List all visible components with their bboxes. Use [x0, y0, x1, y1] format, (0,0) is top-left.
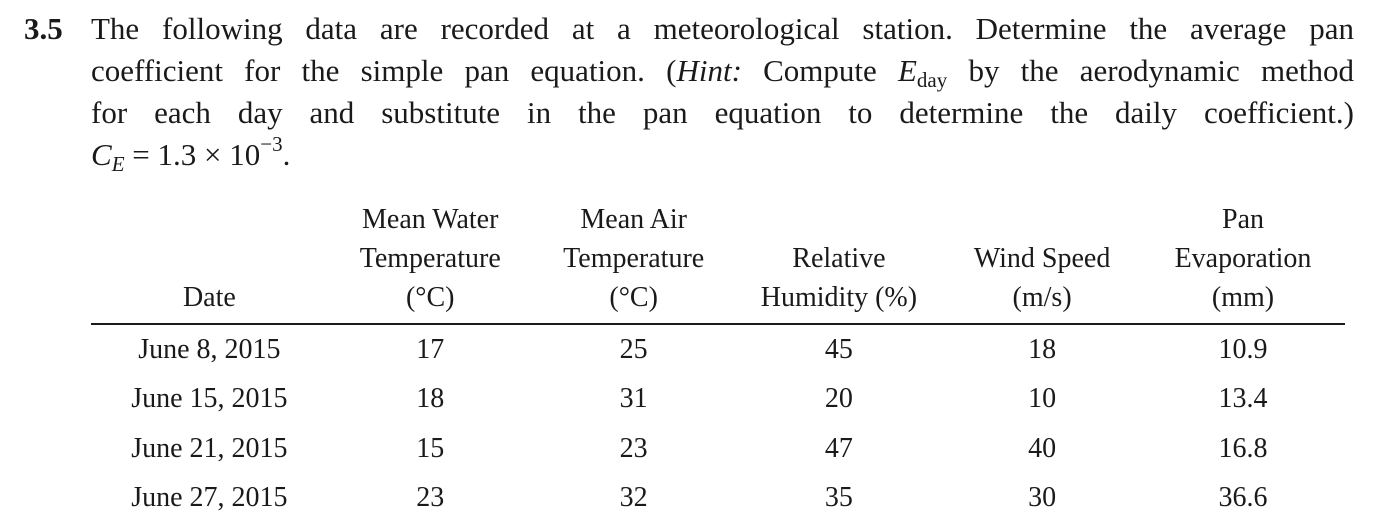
- ce-subscript: E: [111, 152, 125, 176]
- cell-wind-speed: 10: [1028, 383, 1057, 415]
- cell-pan-evaporation: 36.6: [1218, 482, 1268, 514]
- header-humidity: Relative Humidity (%): [734, 200, 944, 325]
- hint-label: Hint:: [676, 53, 742, 88]
- problem-number: 3.5: [24, 11, 63, 46]
- table-row: June 8, 2015 17 25 45 18 10.9: [91, 324, 1345, 375]
- cell-date: June 8, 2015: [138, 333, 281, 365]
- header-wind-speed: Wind Speed (m/s): [943, 200, 1141, 325]
- ce-value: = 1.3 × 10: [124, 137, 261, 172]
- ce-equation: CE = 1.3 × 10−3.: [91, 132, 291, 176]
- cell-air-temp: 32: [619, 482, 648, 514]
- table-row: June 15, 2015 18 31 20 10 13.4: [91, 375, 1345, 425]
- problem-line-2: coefficient for the simple pan equation.…: [91, 53, 1354, 92]
- cell-wind-speed: 40: [1028, 432, 1057, 464]
- meteorological-data-table: Date Mean Water Temperature (°C) Mean Air T…: [91, 200, 1345, 523]
- cell-air-temp: 25: [619, 333, 648, 365]
- cell-humidity: 35: [824, 482, 853, 514]
- problem-statement: 3.5 The following data are recorded at a…: [24, 8, 1354, 176]
- cell-humidity: 47: [824, 432, 853, 464]
- cell-air-temp: 31: [619, 383, 648, 415]
- header-water-temp: Mean Water Temperature (°C): [327, 200, 533, 325]
- problem-text: The following data are recorded at a met…: [91, 8, 1354, 176]
- header-date: Date: [91, 200, 328, 325]
- ce-symbol: C: [91, 137, 112, 172]
- cell-pan-evaporation: 16.8: [1218, 432, 1268, 464]
- cell-wind-speed: 30: [1028, 482, 1057, 514]
- cell-pan-evaporation: 10.9: [1218, 333, 1268, 365]
- cell-water-temp: 15: [416, 432, 445, 464]
- header-pan-evaporation: Pan Evaporation (mm): [1141, 200, 1345, 325]
- cell-humidity: 20: [824, 383, 853, 415]
- cell-humidity: 45: [824, 333, 853, 365]
- cell-date: June 21, 2015: [131, 432, 288, 464]
- cell-date: June 15, 2015: [131, 383, 288, 415]
- cell-date: June 27, 2015: [131, 482, 288, 514]
- cell-pan-evaporation: 13.4: [1218, 383, 1268, 415]
- cell-water-temp: 17: [416, 333, 445, 365]
- cell-air-temp: 23: [619, 432, 648, 464]
- ce-exponent: −3: [260, 132, 283, 156]
- header-air-temp: Mean Air Temperature (°C): [532, 200, 735, 325]
- cell-water-temp: 18: [416, 383, 445, 415]
- table-header-row: Date Mean Water Temperature (°C) Mean Air T…: [91, 200, 1345, 325]
- table-row: June 21, 2015 15 23 47 40 16.8: [91, 424, 1345, 474]
- problem-line-1: The following data are recorded at a met…: [91, 11, 1354, 46]
- problem-line-3: for each day and substitute in the pan e…: [91, 95, 1354, 130]
- e-day-subscript: day: [916, 68, 948, 92]
- e-day-symbol: E: [897, 53, 917, 88]
- table-row: June 27, 2015 23 32 35 30 36.6: [91, 474, 1345, 524]
- cell-water-temp: 23: [416, 482, 445, 514]
- cell-wind-speed: 18: [1028, 333, 1057, 365]
